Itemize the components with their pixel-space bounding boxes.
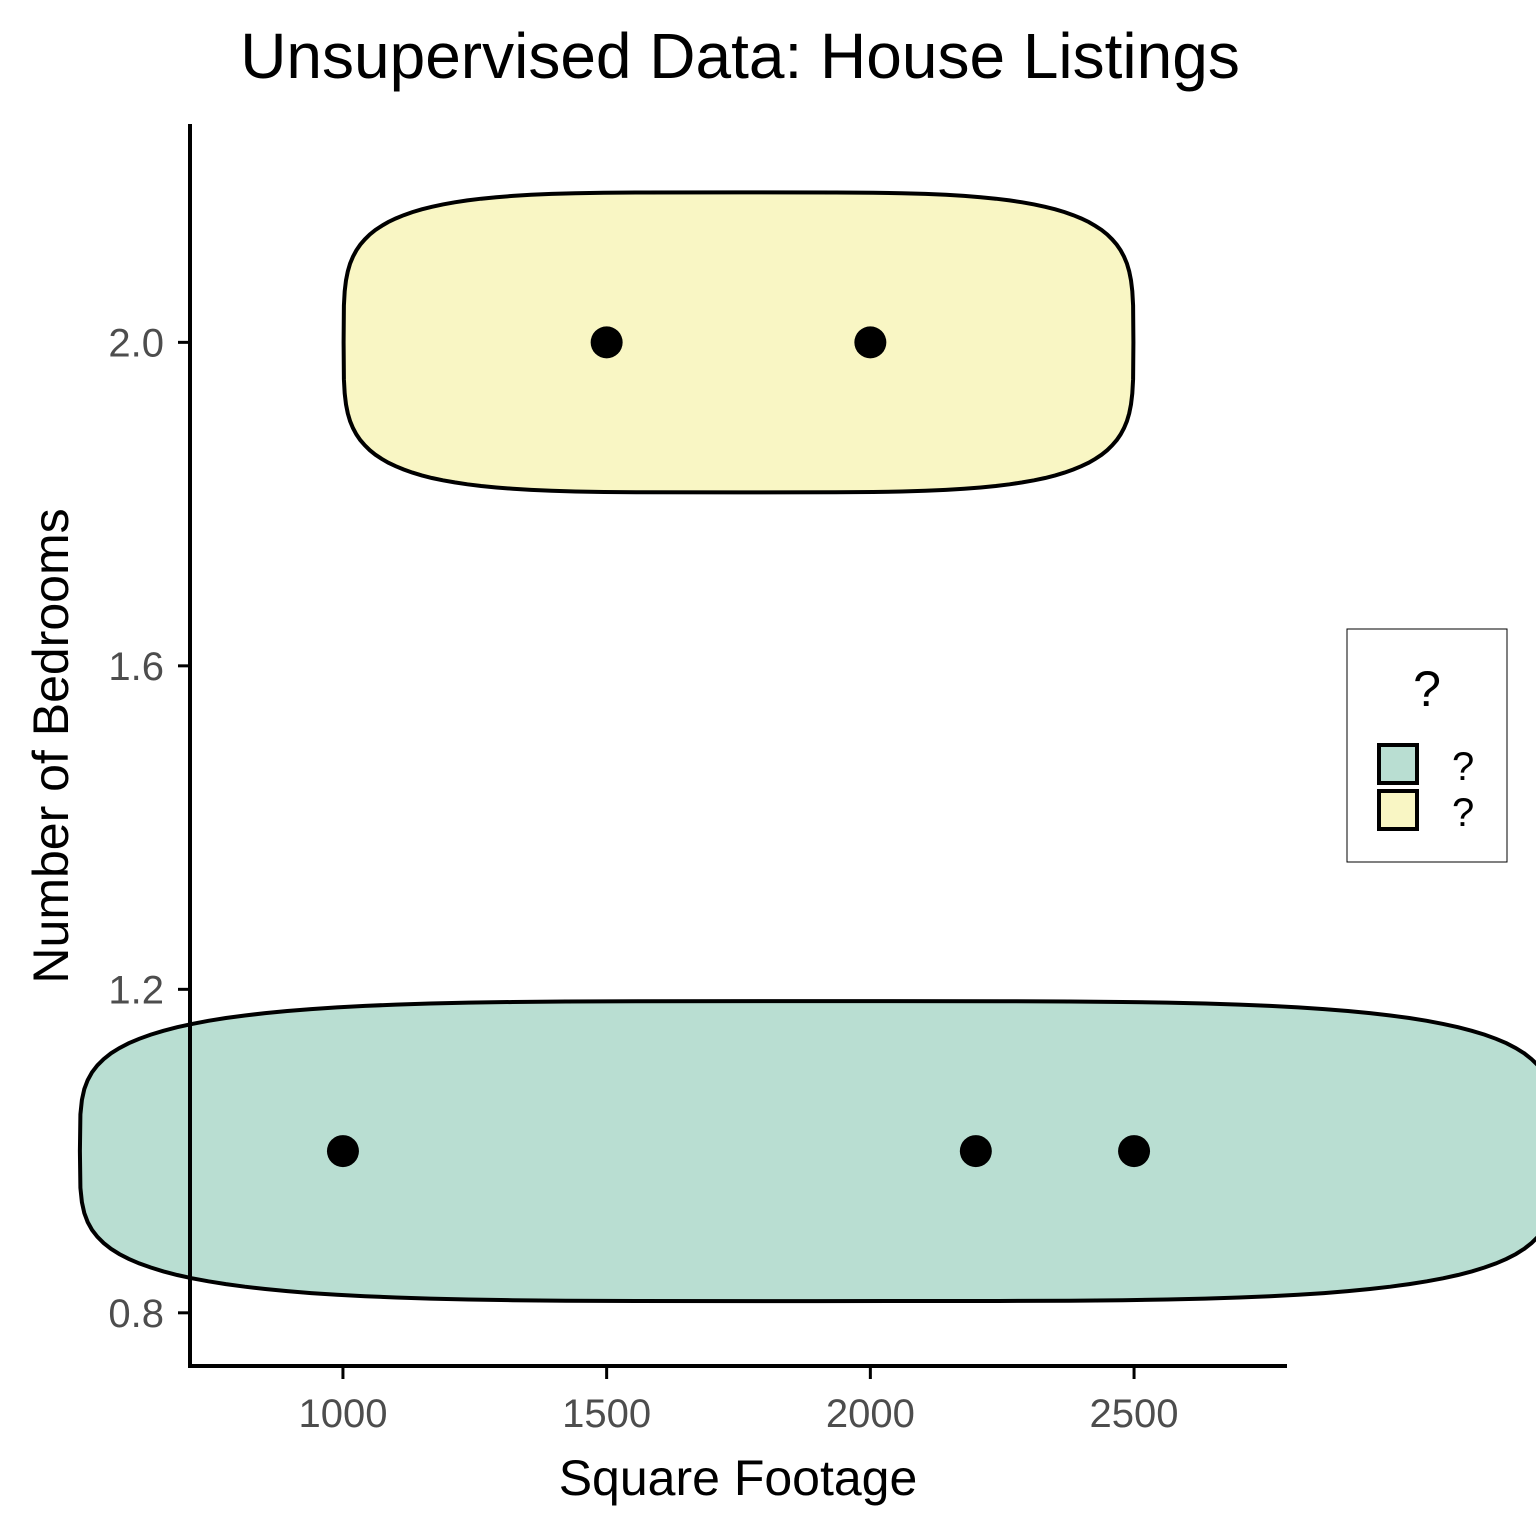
legend-box bbox=[1346, 628, 1508, 863]
y-tick-label: 1.2 bbox=[108, 968, 164, 1012]
legend-key-2 bbox=[1377, 789, 1419, 831]
legend-label-1: ? bbox=[1452, 745, 1474, 789]
y-axis: 0.8 1.2 1.6 2.0 bbox=[108, 124, 192, 1368]
x-axis: 1000 1500 2000 2500 bbox=[189, 1364, 1287, 1436]
cluster-hull-1 bbox=[77, 999, 1536, 1304]
data-point bbox=[590, 326, 623, 359]
data-point bbox=[1118, 1135, 1151, 1168]
data-point bbox=[959, 1135, 992, 1168]
data-point bbox=[326, 1135, 359, 1168]
y-tick-label: 0.8 bbox=[108, 1292, 164, 1336]
y-axis-label: Number of Bedrooms bbox=[23, 508, 79, 983]
legend-title: ? bbox=[1413, 661, 1441, 717]
data-points bbox=[326, 326, 1151, 1168]
x-ticks: 1000 1500 2000 2500 bbox=[298, 1367, 1179, 1436]
x-axis-label: Square Footage bbox=[559, 1450, 918, 1506]
legend: ? ?? bbox=[1346, 628, 1508, 863]
cluster-hull-2 bbox=[341, 190, 1136, 495]
x-tick-label: 1000 bbox=[298, 1392, 387, 1436]
x-tick-label: 1500 bbox=[562, 1392, 651, 1436]
x-tick-label: 2500 bbox=[1090, 1392, 1179, 1436]
chart-title: Unsupervised Data: House Listings bbox=[240, 20, 1240, 92]
legend-key-1 bbox=[1377, 743, 1419, 785]
y-tick-label: 1.6 bbox=[108, 645, 164, 689]
data-point bbox=[854, 326, 887, 359]
x-tick-label: 2000 bbox=[826, 1392, 915, 1436]
y-ticks: 0.8 1.2 1.6 2.0 bbox=[108, 321, 190, 1336]
y-tick-label: 2.0 bbox=[108, 321, 164, 365]
cluster-hulls bbox=[77, 190, 1536, 1304]
legend-entries: ?? bbox=[1377, 743, 1474, 835]
legend-label-2: ? bbox=[1452, 791, 1474, 835]
